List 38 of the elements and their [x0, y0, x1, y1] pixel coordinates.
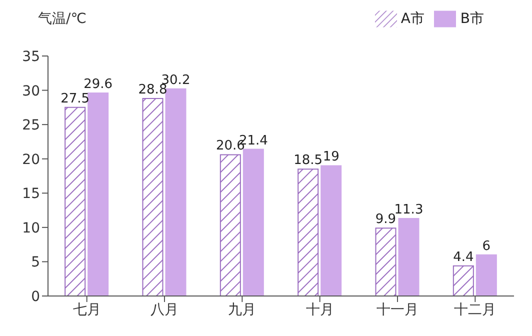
y-tick-label: 30 — [22, 83, 40, 100]
data-label: 27.5 — [60, 91, 90, 106]
y-tick-label: 10 — [22, 220, 40, 236]
data-label: 4.4 — [453, 250, 474, 265]
x-tick-label: 十二月 — [454, 302, 496, 318]
bar — [142, 98, 164, 296]
bar — [64, 106, 86, 296]
data-label: 18.5 — [294, 153, 323, 168]
y-tick-label: 20 — [22, 152, 40, 168]
bar — [88, 92, 109, 296]
data-label: 28.8 — [138, 82, 168, 98]
bar — [165, 88, 186, 296]
bar — [320, 165, 342, 296]
data-label: 29.6 — [84, 77, 113, 92]
data-label: 6 — [482, 238, 491, 254]
y-tick-label: 35 — [22, 48, 40, 65]
x-tick-label: 九月 — [228, 302, 256, 318]
bar — [375, 228, 396, 296]
y-tick-label: 0 — [31, 288, 40, 305]
legend-label: B市 — [460, 10, 484, 27]
x-tick-label: 八月 — [150, 302, 178, 318]
x-tick-label: 十月 — [306, 302, 334, 318]
legend-label: A市 — [400, 10, 424, 27]
y-tick-label: 15 — [22, 186, 40, 202]
x-tick-label: 七月 — [72, 302, 101, 318]
y-tick-label: 5 — [31, 254, 40, 271]
bar — [220, 154, 241, 296]
data-label: 9.9 — [375, 212, 396, 228]
y-tick-label: 25 — [22, 118, 40, 134]
data-label: 11.3 — [394, 202, 424, 218]
x-tick-label: 十一月 — [376, 302, 418, 318]
bar — [298, 168, 319, 296]
bar — [476, 254, 497, 296]
bar — [242, 148, 264, 296]
y-axis-title: 气温/℃ — [38, 10, 86, 28]
bar — [452, 265, 474, 296]
data-label: 19 — [322, 150, 340, 165]
bar — [398, 218, 420, 296]
